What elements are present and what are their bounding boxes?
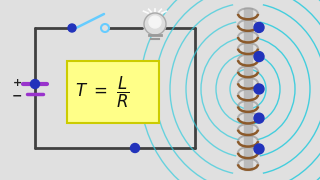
Text: −: −	[12, 89, 22, 102]
Text: +: +	[12, 78, 22, 88]
Circle shape	[68, 24, 76, 32]
Circle shape	[131, 143, 140, 152]
Circle shape	[254, 113, 264, 123]
FancyBboxPatch shape	[67, 61, 159, 123]
Circle shape	[254, 84, 264, 94]
Bar	[244, 8, 252, 170]
Text: $T\ =\ \dfrac{L}{R}$: $T\ =\ \dfrac{L}{R}$	[75, 74, 130, 110]
Circle shape	[101, 24, 109, 32]
Circle shape	[254, 52, 264, 62]
Circle shape	[144, 13, 166, 35]
Circle shape	[254, 22, 264, 32]
Circle shape	[30, 80, 39, 89]
Circle shape	[254, 144, 264, 154]
Circle shape	[149, 16, 161, 28]
